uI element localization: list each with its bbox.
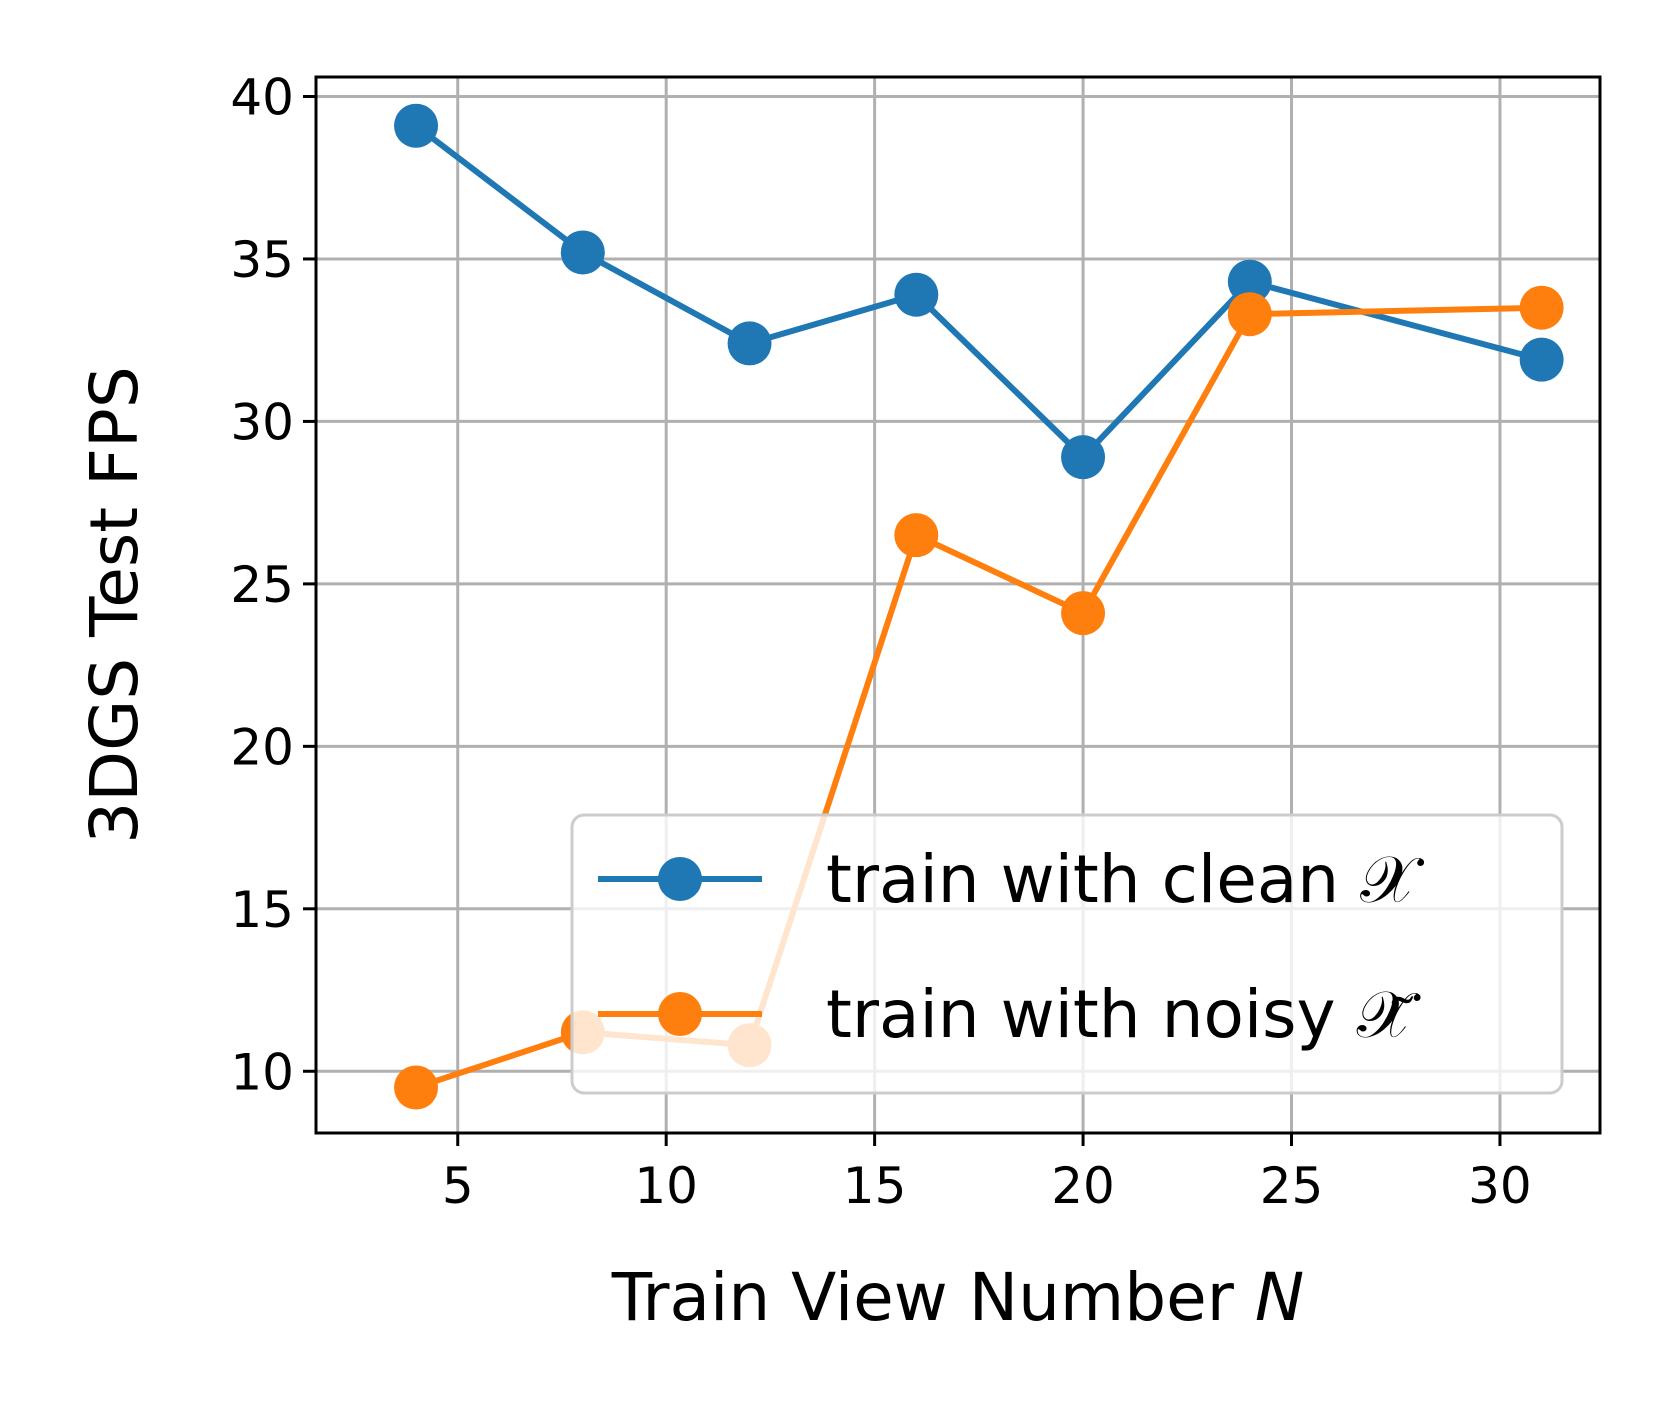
series-0-point [560,230,605,275]
series-0-point [727,321,772,366]
legend-marker-noisy [658,992,702,1036]
series-0-point [1519,337,1564,382]
legend-marker-clean [658,857,702,901]
y-axis-label: 3DGS Test FPS [76,366,153,843]
x-tick-label: 15 [843,1157,907,1215]
x-tick-label: 25 [1260,1157,1324,1215]
x-axis-variable: N [1255,1259,1304,1336]
ticks: 5 10 15 20 25 30 10 15 20 25 30 35 40 [230,68,1531,1215]
series-0-point [1227,259,1272,304]
series-1-point [1519,285,1564,330]
series-1-point [1227,292,1272,337]
x-tick-label: 10 [634,1157,698,1215]
y-tick-label: 10 [230,1043,294,1101]
x-tick-label: 5 [442,1157,474,1215]
y-tick-label: 15 [230,881,294,939]
series-1-point [894,513,939,558]
legend-box [570,813,1564,1095]
y-tick-label: 25 [230,556,294,614]
y-tick-label: 20 [230,718,294,776]
plot-frame [314,75,1602,1135]
series-1-point [394,1065,439,1110]
series-0-point [894,272,939,317]
series-0-point [1061,435,1106,480]
legend-label-noisy: train with noisy 𝒳̃ [826,976,1421,1053]
x-axis-label: Train View Number N [611,1259,1304,1336]
legend: train with clean 𝒳 train with noisy 𝒳̃ [570,813,1564,1095]
x-tick-label: 30 [1468,1157,1532,1215]
legend-label-clean: train with clean 𝒳 [826,841,1424,918]
y-tick-label: 30 [230,393,294,451]
grid [316,77,1600,1133]
y-tick-label: 35 [230,231,294,289]
y-tick-label: 40 [230,68,294,126]
x-tick-label: 20 [1051,1157,1115,1215]
series-0-point [394,103,439,148]
series-1-point [1061,591,1106,636]
